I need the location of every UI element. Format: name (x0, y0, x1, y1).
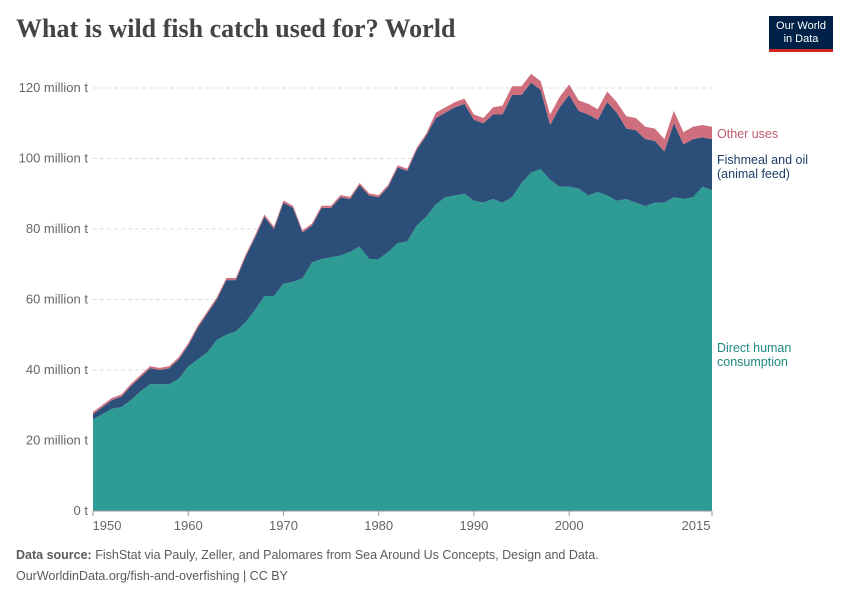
legend-label: Direct human (717, 341, 791, 355)
legend-label: consumption (717, 355, 788, 369)
x-tick-label: 1960 (174, 518, 203, 533)
footer-url[interactable]: OurWorldinData.org/fish-and-overfishing … (16, 569, 288, 583)
y-tick-label: 60 million t (26, 292, 89, 307)
y-tick-label: 120 million t (19, 80, 89, 95)
area-fishmeal-and-oil-animal-feed-[interactable] (93, 82, 712, 420)
y-tick-label: 40 million t (26, 362, 89, 377)
legend-label: (animal feed) (717, 167, 790, 181)
x-tick-label: 2015 (682, 518, 711, 533)
source-text: FishStat via Pauly, Zeller, and Palomare… (95, 548, 599, 562)
y-tick-label: 20 million t (26, 433, 89, 448)
data-source: Data source: FishStat via Pauly, Zeller,… (16, 548, 599, 562)
legend-label: Other uses (717, 127, 778, 141)
area-direct-human-consumption[interactable] (93, 169, 712, 511)
source-label: Data source: (16, 548, 92, 562)
legend-label: Fishmeal and oil (717, 153, 808, 167)
logo-line2: in Data (783, 33, 819, 45)
x-tick-label: 1990 (459, 518, 488, 533)
y-tick-label: 0 t (74, 503, 89, 518)
x-tick-label: 1980 (364, 518, 393, 533)
owid-logo[interactable]: Our World in Data (769, 16, 833, 52)
x-tick-label: 1970 (269, 518, 298, 533)
x-tick-label: 2000 (555, 518, 584, 533)
y-tick-label: 100 million t (19, 151, 89, 166)
x-tick-label: 1950 (93, 518, 122, 533)
y-tick-label: 80 million t (26, 221, 89, 236)
logo-line1: Our World (776, 20, 826, 32)
chart-title: What is wild fish catch used for? World (16, 14, 456, 43)
